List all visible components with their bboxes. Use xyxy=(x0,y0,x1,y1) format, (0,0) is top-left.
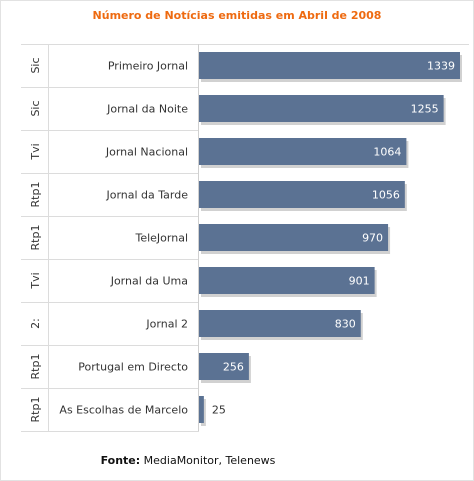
data-label: 25 xyxy=(212,404,226,417)
bar xyxy=(199,396,204,423)
group-label: Tvi xyxy=(29,272,42,289)
data-label: 256 xyxy=(223,361,244,374)
data-label: 901 xyxy=(349,275,370,288)
chart-title: Número de Notícias emitidas em Abril de … xyxy=(92,9,382,22)
group-label: Rtp1 xyxy=(29,225,42,251)
category-label: As Escolhas de Marcelo xyxy=(59,404,188,417)
bar xyxy=(199,224,389,251)
category-label: Jornal 2 xyxy=(145,318,188,331)
data-label: 1255 xyxy=(411,103,439,116)
data-label: 1064 xyxy=(373,146,401,159)
group-label: 2: xyxy=(29,318,42,329)
bar xyxy=(199,267,375,294)
category-label: Jornal da Tarde xyxy=(105,189,188,202)
bar xyxy=(199,310,361,337)
bar xyxy=(199,138,407,165)
group-label: Rtp1 xyxy=(29,182,42,208)
group-label: Sic xyxy=(29,57,42,73)
category-label: Primeiro Jornal xyxy=(108,60,188,73)
category-label: Jornal da Uma xyxy=(110,275,188,288)
data-label: 830 xyxy=(335,318,356,331)
bar xyxy=(199,181,405,208)
source-label: Fonte: xyxy=(100,454,141,467)
bar xyxy=(199,95,444,122)
group-label: Tvi xyxy=(29,143,42,160)
group-label: Sic xyxy=(29,100,42,116)
source-text: MediaMonitor, Telenews xyxy=(140,454,276,467)
data-label: 1056 xyxy=(372,189,400,202)
category-label: Jornal da Noite xyxy=(106,103,188,116)
data-label: 1339 xyxy=(427,60,455,73)
source-note: Fonte: MediaMonitor, Telenews xyxy=(0,454,376,467)
group-label: Rtp1 xyxy=(29,354,42,380)
bar xyxy=(199,353,249,380)
bar xyxy=(199,52,460,79)
group-label: Rtp1 xyxy=(29,397,42,423)
category-label: Portugal em Directo xyxy=(78,361,188,374)
category-label: Jornal Nacional xyxy=(105,146,188,159)
data-label: 970 xyxy=(362,232,383,245)
category-label: TeleJornal xyxy=(134,232,188,245)
